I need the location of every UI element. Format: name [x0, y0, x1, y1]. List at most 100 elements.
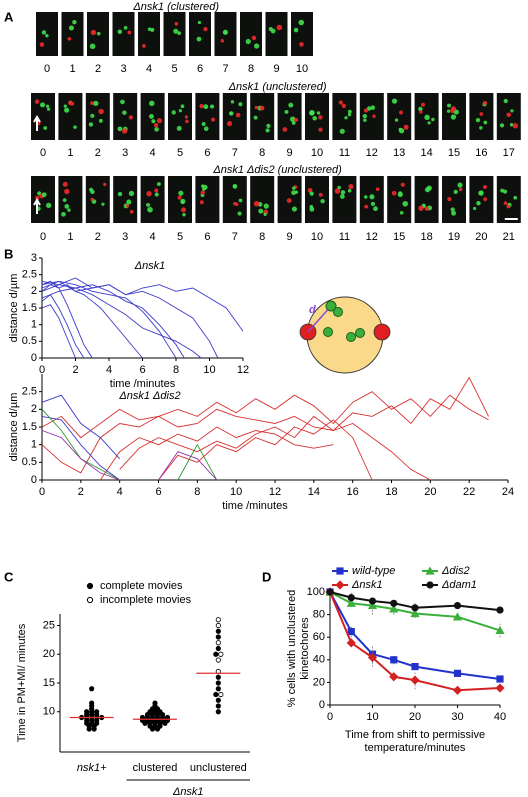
- fluorescent-spot: [40, 102, 46, 108]
- microscopy-frame: [163, 12, 186, 56]
- fluorescent-spot: [347, 188, 352, 193]
- fluorescent-spot: [391, 98, 398, 104]
- strip-title: Δnsk1 (clustered): [132, 1, 219, 13]
- fluorescent-spot: [142, 44, 146, 48]
- frame-label: 15: [393, 231, 405, 243]
- fluorescent-spot: [148, 100, 155, 107]
- fluorescent-spot: [235, 112, 241, 118]
- fluorescent-spot: [238, 102, 243, 107]
- fluorescent-spot: [43, 126, 48, 130]
- fluorescent-spot: [150, 27, 155, 32]
- x-axis-label: temperature/minutes: [365, 742, 466, 754]
- fluorescent-spot: [127, 30, 132, 35]
- fluorescent-spot: [67, 37, 72, 41]
- marker: [453, 669, 462, 677]
- frame-label: 5: [177, 231, 183, 243]
- fluorescent-spot: [123, 26, 128, 30]
- panel-label: A: [4, 9, 14, 24]
- data-line: [119, 415, 431, 481]
- fluorescent-spot: [318, 115, 323, 120]
- frame-label: 1: [67, 231, 73, 243]
- x-axis-label: time /minutes: [222, 500, 288, 512]
- chart-title: Δnsk1: [134, 260, 166, 272]
- fluorescent-spot: [347, 109, 352, 114]
- marker: [389, 672, 399, 682]
- microscopy-frame: [387, 93, 412, 140]
- marker: [367, 600, 378, 610]
- frame-label: 11: [339, 231, 350, 243]
- arrow: [33, 115, 41, 131]
- fluorescent-spot: [180, 104, 185, 109]
- fluorescent-spot: [475, 117, 481, 123]
- fluorescent-spot: [399, 110, 403, 115]
- fluorescent-spot: [203, 126, 209, 132]
- x-tick-label: clustered: [133, 762, 178, 774]
- fluorescent-spot: [320, 198, 325, 204]
- marker: [367, 652, 378, 663]
- fluorescent-spot: [370, 201, 376, 207]
- fluorescent-spot: [229, 111, 233, 115]
- fluorescent-spot: [129, 209, 134, 214]
- frame-label: 8: [259, 147, 265, 159]
- microscopy-frame: [359, 176, 384, 223]
- fluorescent-spot: [503, 98, 508, 104]
- fluorescent-spot: [479, 112, 484, 116]
- data-line: [41, 394, 121, 460]
- y-tick-label: 0.5: [22, 456, 37, 468]
- microscopy-frame: [140, 176, 165, 223]
- fluorescent-spot: [418, 106, 423, 112]
- fluorescent-spot: [479, 126, 483, 130]
- fluorescent-spot: [482, 100, 488, 106]
- microscopy-frame: [387, 176, 412, 223]
- frame-label: 6: [204, 147, 210, 159]
- fluorescent-spot: [347, 112, 352, 117]
- dot-complete: [215, 634, 221, 640]
- frame-label: 20: [475, 231, 487, 243]
- dot-complete: [213, 691, 219, 698]
- fluorescent-spot: [117, 126, 123, 132]
- fluorescent-spot: [394, 118, 399, 122]
- fluorescent-spot: [418, 205, 424, 211]
- y-axis-label: kinetochores: [299, 617, 311, 680]
- fluorescent-spot: [364, 195, 368, 199]
- fluorescent-spot: [263, 212, 267, 216]
- y-tick-label: 2: [31, 403, 37, 415]
- fluorescent-spot: [178, 109, 183, 113]
- y-tick-label: 10: [43, 706, 55, 718]
- fluorescent-spot: [93, 100, 99, 107]
- fluorescent-spot: [373, 206, 378, 212]
- fluorescent-spot: [266, 123, 271, 128]
- fluorescent-spot: [399, 210, 404, 215]
- legend-label: Δdam1: [441, 579, 477, 591]
- fluorescent-spot: [125, 204, 130, 208]
- fluorescent-spot: [398, 127, 402, 131]
- marker: [452, 612, 463, 621]
- fluorescent-spot: [232, 184, 237, 188]
- x-tick-label: 2: [72, 364, 78, 376]
- fluorescent-spot: [70, 101, 75, 106]
- y-tick-label: 2.5: [22, 269, 37, 281]
- fluorescent-spot: [270, 28, 276, 34]
- fluorescent-spot: [62, 181, 68, 187]
- frame-label: 14: [420, 147, 432, 159]
- fluorescent-spot: [512, 123, 519, 129]
- fluorescent-spot: [258, 208, 264, 214]
- fluorescent-spot: [196, 36, 202, 42]
- fluorescent-spot: [117, 29, 123, 34]
- microscopy-frame: [277, 93, 302, 140]
- fluorescent-spot: [203, 26, 208, 32]
- marker: [495, 683, 505, 693]
- dot-complete: [215, 703, 221, 709]
- microscopy-frame: [138, 12, 160, 56]
- microscopy-frame: [189, 12, 211, 56]
- fluorescent-spot: [98, 118, 103, 123]
- fluorescent-spot: [334, 188, 341, 194]
- marker: [346, 638, 356, 648]
- fluorescent-spot: [177, 195, 182, 200]
- fluorescent-spot: [506, 112, 512, 117]
- fluorescent-spot: [90, 29, 97, 36]
- fluorescent-spot: [341, 103, 347, 109]
- frame-label: 7: [232, 147, 238, 159]
- microscopy-frame: [469, 176, 494, 223]
- dot-complete: [149, 726, 156, 732]
